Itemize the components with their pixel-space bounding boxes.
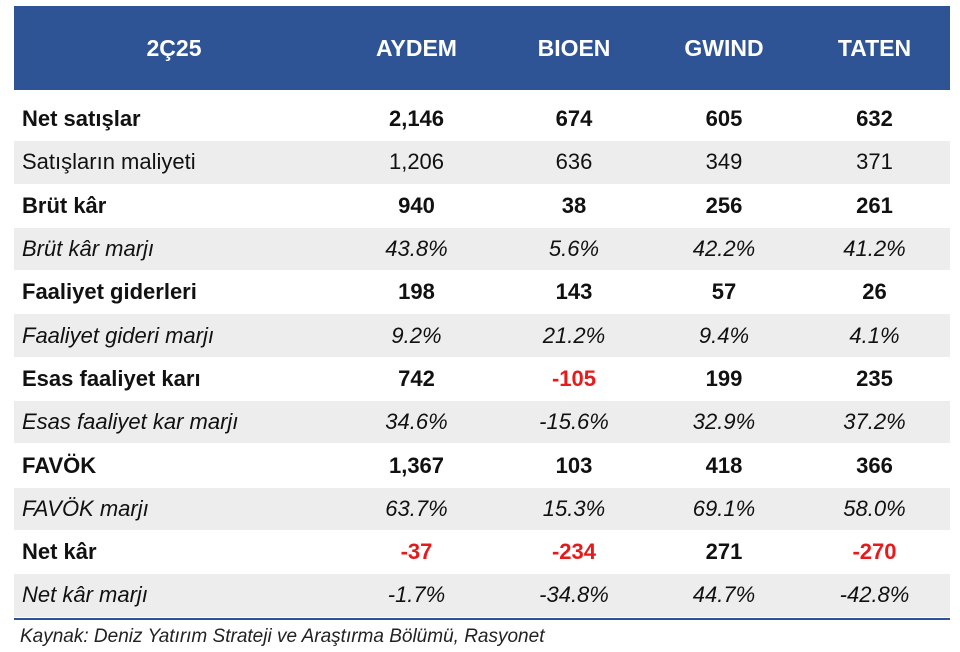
table-row: Satışların maliyeti 1,206 636 349 371 bbox=[14, 141, 950, 185]
row-label: Net kâr bbox=[22, 539, 97, 565]
row-label: FAVÖK bbox=[22, 452, 97, 478]
table-cell: -105 bbox=[551, 365, 597, 391]
table-row: Esas faaliyet kar marjı 34.6% -15.6% 32.9% 3… bbox=[14, 401, 950, 445]
table-cell: 21.2% bbox=[542, 322, 606, 348]
table-header: 2Ç25 AYDEM BIOEN GWIND TATEN bbox=[14, 6, 950, 90]
table-cell: 34.6% bbox=[385, 409, 448, 435]
table-cell: 32.9% bbox=[692, 409, 756, 435]
table-cell: 674 bbox=[555, 106, 593, 132]
table-cell: 366 bbox=[856, 452, 893, 478]
row-label: Faaliyet gideri marjı bbox=[22, 322, 214, 348]
table-row: FAVÖK 1,367 103 418 366 bbox=[14, 444, 950, 488]
table-cell: 742 bbox=[398, 365, 435, 391]
table-cell: 42.2% bbox=[692, 236, 756, 262]
table-cell: -270 bbox=[852, 539, 897, 565]
table-cell: 1,206 bbox=[388, 149, 445, 175]
table-cell: 271 bbox=[705, 539, 743, 565]
table-row: FAVÖK marjı 63.7% 15.3% 69.1% 58.0% bbox=[14, 487, 950, 531]
table-cell: -42.8% bbox=[839, 582, 910, 608]
table-row: Faaliyet giderleri 198 143 57 26 bbox=[14, 271, 950, 315]
table-cell: -34.8% bbox=[539, 582, 609, 608]
table-cell: 256 bbox=[705, 192, 743, 218]
table-row: Net satışlar 2,146 674 605 632 bbox=[14, 98, 950, 142]
table-cell: 5.6% bbox=[548, 236, 600, 262]
table-cell: 199 bbox=[705, 365, 743, 391]
table-cell: 43.8% bbox=[385, 236, 448, 262]
table-row: Brüt kâr 940 38 256 261 bbox=[14, 185, 950, 228]
table-row: Faaliyet gideri marjı 9.2% 21.2% 9.4% 4.1% bbox=[14, 314, 950, 358]
table-cell: 605 bbox=[705, 106, 743, 132]
table-cell: 371 bbox=[856, 149, 893, 175]
row-label: Net satışlar bbox=[22, 106, 141, 132]
table-body: Net satışlar 2,146 674 605 632 Satışların mal… bbox=[14, 90, 950, 620]
table-cell: -37 bbox=[400, 539, 433, 565]
table-row: Net kâr marjı -1.7% -34.8% 44.7% -42.8% bbox=[14, 574, 950, 618]
table-row: Brüt kâr marjı 43.8% 5.6% 42.2% 41.2% bbox=[14, 227, 950, 272]
table-cell: 44.7% bbox=[692, 582, 756, 608]
table-cell: 103 bbox=[555, 452, 593, 478]
table-cell: 2,146 bbox=[388, 106, 445, 132]
row-label: FAVÖK marjı bbox=[22, 495, 149, 521]
financial-table: 2Ç25 AYDEM BIOEN GWIND TATEN Net satışla… bbox=[14, 6, 950, 648]
row-label: Satışların maliyeti bbox=[22, 149, 196, 175]
table-cell: 9.4% bbox=[698, 322, 750, 348]
row-label: Brüt kâr marjı bbox=[22, 236, 155, 262]
row-label: Esas faaliyet kar marjı bbox=[22, 409, 239, 435]
table-cell: 41.2% bbox=[843, 236, 906, 262]
table-cell: 9.2% bbox=[391, 322, 442, 348]
table-cell: 198 bbox=[398, 279, 435, 305]
header-gwind: GWIND bbox=[684, 34, 764, 61]
table-cell: 4.1% bbox=[849, 322, 900, 348]
table-cell: 235 bbox=[856, 365, 893, 391]
table-cell: -1.7% bbox=[387, 582, 446, 608]
table-cell: 632 bbox=[856, 106, 893, 132]
table-cell: -234 bbox=[551, 539, 597, 565]
table-row: Net kâr -37 -234 271 -270 bbox=[14, 531, 950, 575]
table-cell: 143 bbox=[555, 279, 593, 305]
table-cell: 940 bbox=[398, 192, 435, 218]
header-aydem: AYDEM bbox=[376, 34, 457, 61]
row-label: Brüt kâr bbox=[22, 192, 107, 218]
table-row: Esas faaliyet karı 742 -105 199 235 bbox=[14, 358, 950, 402]
table-cell: 15.3% bbox=[542, 495, 606, 521]
row-label: Faaliyet giderleri bbox=[22, 279, 197, 305]
table-cell: 26 bbox=[862, 279, 887, 305]
row-label: Net kâr marjı bbox=[22, 582, 148, 608]
table-cell: 418 bbox=[705, 452, 743, 478]
table-cell: -15.6% bbox=[539, 409, 609, 435]
table-cell: 349 bbox=[705, 149, 743, 175]
header-period: 2Ç25 bbox=[146, 34, 202, 61]
row-label: Esas faaliyet karı bbox=[22, 365, 201, 391]
table-cell: 63.7% bbox=[385, 495, 448, 521]
table-cell: 69.1% bbox=[692, 495, 756, 521]
table-cell: 38 bbox=[561, 192, 587, 218]
source-note: Kaynak: Deniz Yatırım Strateji ve Araştı… bbox=[20, 625, 545, 647]
table-cell: 1,367 bbox=[388, 452, 445, 478]
header-taten: TATEN bbox=[837, 34, 912, 61]
table-cell: 57 bbox=[711, 279, 737, 305]
header-bioen: BIOEN bbox=[537, 34, 611, 61]
table-cell: 636 bbox=[555, 149, 593, 175]
table-cell: 37.2% bbox=[843, 409, 906, 435]
table-cell: 58.0% bbox=[843, 495, 906, 521]
table-cell: 261 bbox=[856, 192, 893, 218]
